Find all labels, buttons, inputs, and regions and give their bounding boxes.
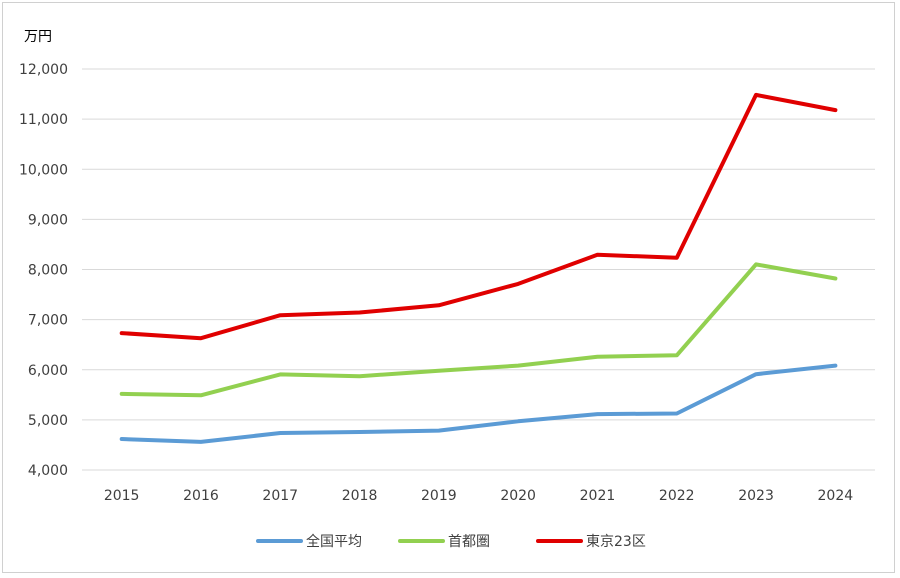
y-tick-label: 8,000 [28, 263, 68, 279]
series-line [119, 92, 838, 341]
y-tick-label: 7,000 [28, 313, 68, 329]
series-line [119, 262, 838, 398]
y-axis-ticks: 4,000 5,000 6,000 7,000 8,000 9,000 10,000 11,0… [19, 62, 68, 479]
series-lines [119, 92, 838, 444]
x-tick-label: 2023 [738, 488, 774, 504]
x-tick-label: 2019 [421, 488, 457, 504]
legend: 全国平均 首都圏 東京23区 [256, 533, 646, 550]
x-tick-label: 2018 [342, 488, 378, 504]
x-tick-label: 2016 [183, 488, 219, 504]
legend-label: 首都圏 [448, 534, 490, 550]
y-tick-label: 4,000 [28, 463, 68, 479]
y-tick-label: 5,000 [28, 413, 68, 429]
legend-label: 全国平均 [306, 533, 362, 550]
y-tick-label: 10,000 [19, 162, 68, 178]
x-tick-label: 2017 [262, 488, 298, 504]
x-axis-ticks: 2015 2016 2017 2018 2019 2020 2021 2022 2023 2024 [104, 488, 853, 504]
x-tick-label: 2015 [104, 488, 140, 504]
legend-label: 東京23区 [586, 534, 646, 550]
gridlines [82, 68, 875, 471]
y-unit-label: 万円 [24, 29, 52, 45]
y-tick-label: 11,000 [19, 112, 68, 128]
y-tick-label: 12,000 [19, 62, 68, 78]
x-tick-label: 2022 [659, 488, 695, 504]
y-tick-label: 6,000 [28, 363, 68, 379]
x-tick-label: 2020 [500, 488, 536, 504]
x-tick-label: 2024 [818, 488, 854, 504]
y-tick-label: 9,000 [28, 212, 68, 228]
series-line [119, 363, 838, 444]
x-tick-label: 2021 [580, 488, 616, 504]
